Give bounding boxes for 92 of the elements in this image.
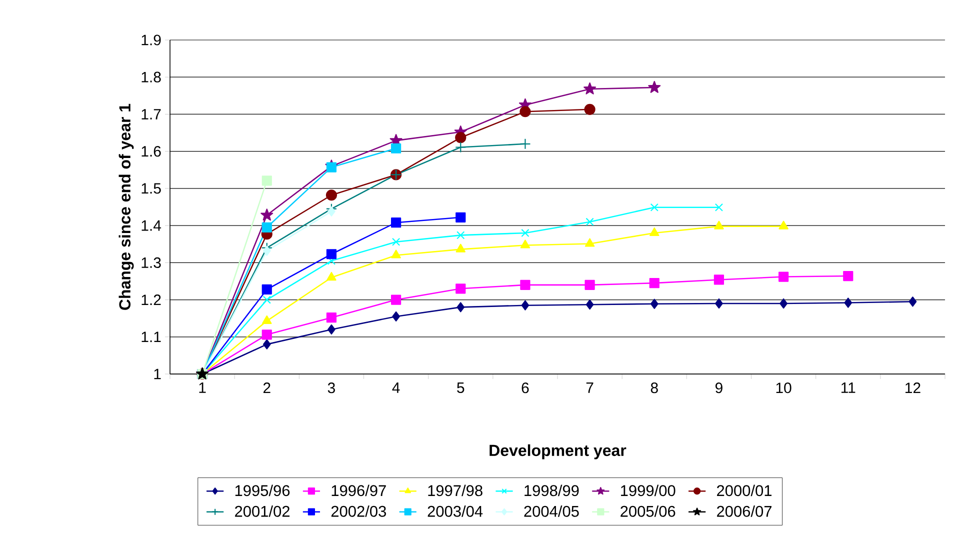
point xyxy=(584,82,596,94)
x-tick-label: 1 xyxy=(199,382,206,393)
y-tick-label: 1.7 xyxy=(142,109,161,120)
point xyxy=(780,298,788,309)
point xyxy=(584,280,595,290)
point xyxy=(715,298,723,309)
point xyxy=(844,298,852,308)
x-tick-label: 12 xyxy=(906,382,920,394)
point xyxy=(584,104,596,115)
point xyxy=(326,272,336,281)
point xyxy=(262,176,272,186)
point xyxy=(262,339,271,350)
legend-label: 2002/03 xyxy=(331,505,386,517)
point xyxy=(328,206,336,217)
point xyxy=(586,218,594,226)
x-tick-label: 8 xyxy=(650,382,658,394)
point xyxy=(714,220,724,230)
point xyxy=(328,324,336,335)
point xyxy=(455,142,466,153)
y-tick-label: 1.5 xyxy=(142,183,161,194)
point xyxy=(714,203,724,212)
point xyxy=(521,228,530,238)
point xyxy=(456,284,466,294)
y-tick-label: 1.2 xyxy=(142,294,161,306)
point xyxy=(520,280,530,290)
point xyxy=(392,238,400,246)
point xyxy=(521,300,530,310)
legend-label: 2006/07 xyxy=(717,505,772,517)
legend-label: 2003/04 xyxy=(428,505,483,517)
point xyxy=(326,249,337,260)
x-tick-label: 10 xyxy=(776,382,792,394)
point xyxy=(390,294,402,305)
point xyxy=(392,311,400,322)
point xyxy=(262,284,272,294)
point xyxy=(326,190,338,201)
x-tick-label: 7 xyxy=(586,382,594,393)
point xyxy=(520,240,530,248)
legend-label: 2004/05 xyxy=(524,505,579,517)
point xyxy=(456,302,465,312)
point xyxy=(456,231,465,240)
y-tick-label: 1.3 xyxy=(142,257,161,268)
legend-label: 1998/99 xyxy=(524,484,579,496)
legend-label: 1997/98 xyxy=(428,484,482,496)
point xyxy=(326,312,337,323)
x-tick-label: 9 xyxy=(716,382,722,394)
legend-label: 2001/02 xyxy=(235,505,290,517)
x-tick-label: 11 xyxy=(841,382,856,393)
x-tick-label: 2 xyxy=(263,382,270,394)
point xyxy=(584,238,595,247)
x-tick-label: 3 xyxy=(328,382,335,394)
point xyxy=(778,272,789,282)
y-tick-label: 1.8 xyxy=(142,72,161,82)
point xyxy=(455,132,466,144)
legend-label: 2005/06 xyxy=(620,505,676,517)
x-tick-label: 5 xyxy=(457,382,464,393)
point xyxy=(326,162,337,172)
point xyxy=(520,138,531,150)
y-tick-label: 1.9 xyxy=(142,34,161,46)
point xyxy=(586,300,594,310)
point xyxy=(390,143,402,154)
point xyxy=(262,330,272,340)
point xyxy=(649,278,660,288)
legend-label: 1999/00 xyxy=(621,484,676,496)
point xyxy=(262,222,272,232)
point xyxy=(650,203,658,212)
point xyxy=(262,296,271,304)
point xyxy=(390,218,402,228)
x-tick-label: 4 xyxy=(392,382,400,393)
point xyxy=(391,250,401,258)
legend-label: 2000/01 xyxy=(717,484,772,496)
point xyxy=(650,227,660,236)
point xyxy=(262,246,271,256)
point xyxy=(520,106,531,118)
y-axis-title: Change since end of year 1 xyxy=(118,104,134,310)
point xyxy=(260,208,274,221)
point xyxy=(714,274,724,285)
y-tick-label: 1.6 xyxy=(142,146,161,157)
point xyxy=(843,270,854,282)
point xyxy=(650,298,658,309)
y-tick-label: 1 xyxy=(154,368,161,380)
point xyxy=(456,212,466,222)
y-tick-label: 1.1 xyxy=(142,332,161,342)
point xyxy=(262,315,272,324)
legend-label: 1996/97 xyxy=(332,484,386,496)
x-axis-title: Development year xyxy=(490,444,626,460)
y-tick-label: 1.4 xyxy=(142,220,162,231)
x-tick-label: 6 xyxy=(522,382,529,394)
legend-label: 1995/96 xyxy=(235,484,290,496)
point xyxy=(778,220,788,230)
point xyxy=(648,80,661,93)
point xyxy=(456,244,466,252)
point xyxy=(908,296,917,307)
